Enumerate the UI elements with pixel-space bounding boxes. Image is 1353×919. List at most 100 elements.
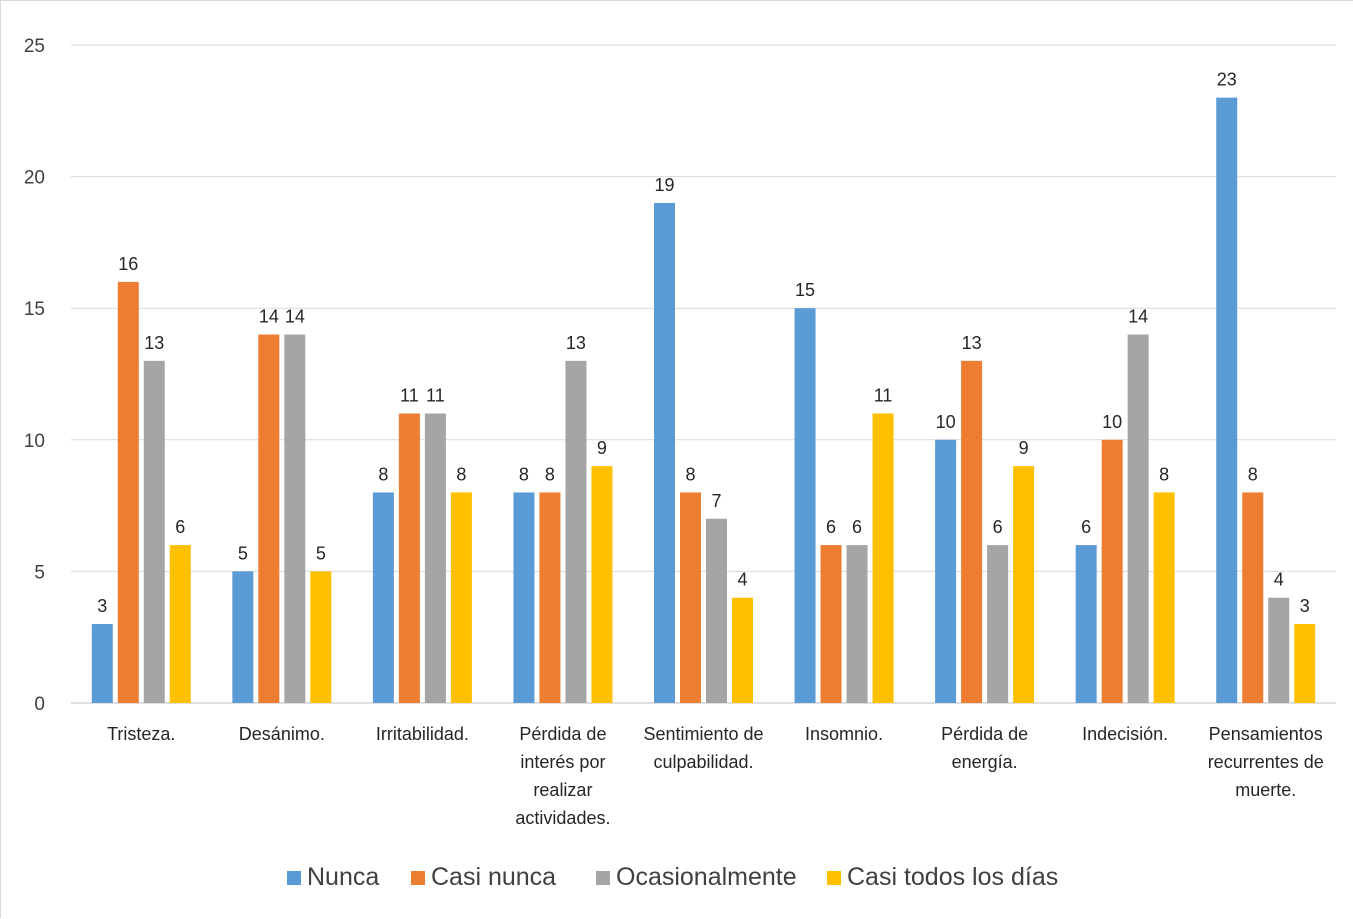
bar-nunca: [654, 202, 675, 704]
data-label: 6: [852, 517, 862, 537]
y-tick-label: 0: [34, 694, 45, 715]
data-label: 4: [737, 570, 747, 590]
data-label: 10: [936, 412, 956, 432]
category-label: interés por: [520, 752, 605, 772]
bar-nunca: [1216, 97, 1238, 703]
bar-casi-nunca: [820, 545, 842, 703]
data-label: 13: [962, 333, 982, 353]
legend-swatch: [596, 871, 610, 885]
data-label: 8: [1159, 464, 1169, 484]
category-label: Pensamientos: [1209, 724, 1323, 744]
legend-swatch: [287, 871, 301, 885]
bar-nunca: [935, 439, 957, 703]
x-axis-categories: Tristeza. Desánimo. Irritabilidad. Pérdida …: [107, 724, 1324, 828]
bar-casi-todos-los-d-as: [169, 545, 191, 703]
bar-casi-nunca: [680, 492, 701, 703]
category-label: Pérdida de: [941, 724, 1028, 744]
bar-casi-nunca: [539, 492, 561, 703]
data-label: 23: [1217, 70, 1237, 90]
data-label: 3: [1300, 596, 1310, 616]
bar-casi-nunca: [961, 360, 983, 703]
category-label: Pérdida de: [519, 724, 606, 744]
bar-nunca: [232, 571, 254, 703]
bar-casi-nunca: [1101, 439, 1123, 703]
bar-casi-nunca: [1242, 492, 1264, 703]
bar-ocasionalmente: [706, 518, 727, 703]
category-label: recurrentes de: [1208, 752, 1324, 772]
bar-casi-todos-los-d-as: [450, 492, 472, 703]
category-label: Insomnio.: [805, 724, 883, 744]
category-label: Tristeza.: [107, 724, 175, 744]
bar-casi-nunca: [398, 413, 420, 703]
legend-swatch: [827, 871, 841, 885]
data-label: 6: [1081, 517, 1091, 537]
data-label: 14: [259, 307, 279, 327]
legend-entry: Casi nunca: [431, 863, 556, 891]
legend: Nunca Casi nunca Ocasionalmente Casi todos …: [287, 863, 1058, 891]
bar-ocasionalmente: [143, 360, 165, 703]
bars: [91, 97, 1316, 704]
legend-entry: Nunca: [307, 863, 379, 891]
bar-casi-todos-los-d-as: [591, 466, 613, 703]
category-label: Sentimiento de: [643, 724, 763, 744]
bar-casi-todos-los-d-as: [872, 413, 894, 703]
category-label: realizar: [533, 780, 592, 800]
bar-ocasionalmente: [1268, 597, 1290, 703]
data-label: 11: [426, 385, 445, 405]
data-label: 13: [144, 333, 164, 353]
bar-nunca: [513, 492, 535, 703]
data-label: 6: [826, 517, 836, 537]
data-label: 8: [456, 464, 466, 484]
bar-casi-todos-los-d-as: [1294, 624, 1316, 703]
y-tick-label: 25: [24, 36, 45, 57]
category-label: Desánimo.: [239, 724, 325, 744]
data-label: 8: [1248, 464, 1258, 484]
data-label: 16: [118, 254, 138, 274]
bar-nunca: [91, 624, 113, 703]
y-tick-label: 5: [34, 562, 45, 583]
data-label: 4: [1274, 570, 1284, 590]
legend-entry: Casi todos los días: [847, 863, 1058, 891]
legend-entry: Ocasionalmente: [616, 863, 797, 891]
category-label: Irritabilidad.: [376, 724, 469, 744]
data-label: 6: [175, 517, 185, 537]
category-label: energía.: [952, 752, 1018, 772]
bar-nunca: [794, 308, 816, 703]
data-label: 14: [285, 307, 305, 327]
data-label: 9: [597, 438, 607, 458]
data-label: 9: [1019, 438, 1029, 458]
bar-nunca: [372, 492, 394, 703]
data-label: 19: [654, 175, 674, 195]
category-label: culpabilidad.: [653, 752, 753, 772]
data-label: 10: [1102, 412, 1122, 432]
category-label: actividades.: [515, 808, 610, 828]
data-label: 11: [400, 385, 419, 405]
data-label: 13: [566, 333, 586, 353]
y-tick-label: 15: [24, 299, 45, 320]
data-label: 15: [795, 280, 815, 300]
bar-ocasionalmente: [565, 360, 587, 703]
data-label: 3: [97, 596, 107, 616]
data-label: 8: [378, 464, 388, 484]
bar-ocasionalmente: [284, 334, 306, 703]
bar-nunca: [1075, 545, 1097, 703]
category-label: muerte.: [1235, 780, 1296, 800]
data-label: 5: [238, 543, 248, 563]
data-label: 8: [519, 464, 529, 484]
gridlines: [71, 44, 1336, 704]
data-label: 8: [685, 464, 695, 484]
bar-casi-todos-los-d-as: [310, 571, 332, 703]
bar-ocasionalmente: [846, 545, 868, 703]
bar-casi-nunca: [258, 334, 280, 703]
data-label: 14: [1128, 307, 1148, 327]
bar-ocasionalmente: [424, 413, 446, 703]
data-label: 11: [874, 385, 893, 405]
bar-casi-todos-los-d-as: [732, 597, 753, 703]
data-label: 6: [993, 517, 1003, 537]
y-tick-label: 20: [24, 168, 45, 189]
bar-casi-todos-los-d-as: [1153, 492, 1175, 703]
y-tick-label: 10: [24, 431, 45, 452]
data-label: 7: [711, 491, 721, 511]
